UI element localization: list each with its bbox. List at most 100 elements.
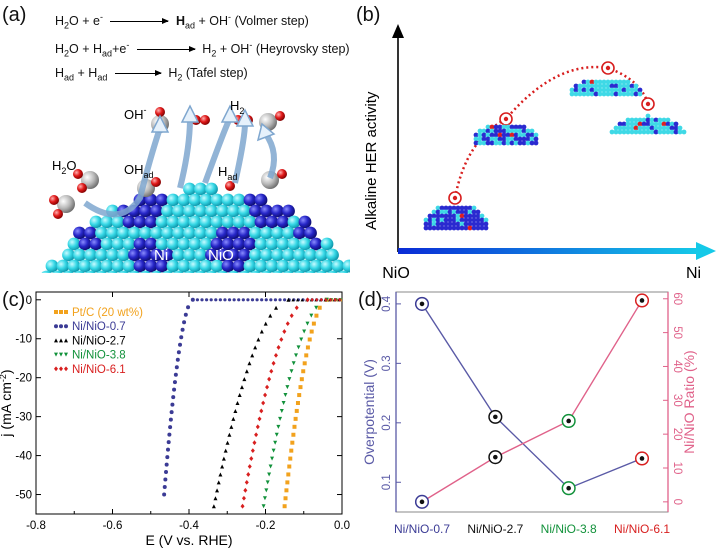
cluster-atom [463,221,469,227]
data-point [164,462,169,467]
x-tick-label: -0.6 [103,520,123,532]
cluster-atom [645,129,651,135]
cluster-atom [475,209,481,215]
cluster-atom [605,91,611,97]
cluster-atom [621,83,627,89]
nio-atom [243,193,257,207]
ni-atom [45,259,59,273]
data-point [283,298,287,302]
cluster-atom [451,205,457,211]
activity-point-center [503,116,509,122]
data-point [294,408,299,413]
legend-entry: Ni/NiO-3.8 [54,350,126,362]
data-point [276,345,281,350]
nio-atom [243,237,257,251]
cluster-atom [451,209,457,215]
data-point [54,338,58,343]
cluster-atom [661,129,667,135]
data-point [176,350,181,355]
ni-atom [210,259,224,273]
reaction-arrow [136,46,196,53]
ni-atom [56,259,70,273]
data-point [250,353,255,358]
cluster-atom [423,225,429,231]
data-point [294,305,299,311]
point-center [419,499,425,505]
cluster-atom [493,128,499,134]
cluster-atom [533,140,539,146]
y-tick-label: -10 [15,334,32,346]
data-point [260,298,264,302]
cluster-atom [617,91,623,97]
cluster-atom [665,129,671,135]
data-point [241,495,246,501]
data-point [265,384,270,390]
activity-point-center [605,65,611,71]
oxygen-atom [261,171,279,189]
cluster-atom [581,87,587,93]
cluster-atom [467,225,473,231]
cluster-atom [657,125,663,131]
ni-atom [238,204,251,218]
data-point [299,337,304,342]
cluster-atom [483,225,489,231]
data-point [223,298,227,302]
data-point [269,368,274,374]
panel-c-label: (c) [2,289,26,311]
data-point [282,329,287,334]
ni-atom [194,248,207,262]
cluster-atom [447,217,453,223]
ni-atom [349,272,350,273]
cluster-atom [463,209,469,215]
cluster-atom [601,83,607,89]
data-point [239,385,244,390]
point-center [493,454,498,460]
cluster-atom [497,124,503,130]
cluster-atom [585,83,591,89]
cluster-atom [481,136,487,142]
cluster-atom [479,221,485,227]
cluster-atom [489,124,495,130]
reaction-arrow [114,70,162,77]
cluster-atom [645,121,651,127]
cluster-atom [649,129,655,135]
ni-atom [155,215,169,229]
nio-atom [298,215,312,229]
cluster-atom [597,83,603,89]
data-point [64,366,68,372]
cluster-atom [637,129,643,135]
data-point [162,492,167,497]
ni-atom [194,182,207,196]
ni-atom [276,237,290,251]
ni-atom [177,237,191,251]
cluster-atom [493,136,499,142]
data-point [186,305,191,310]
cluster-atom [657,117,663,123]
nio-atom [144,237,158,251]
cluster-atom [443,225,449,231]
cluster-atom [483,221,489,227]
cluster-atom [529,128,535,134]
ni-atom [117,226,130,240]
nio-atom [89,237,103,251]
process-arrowheads [150,104,276,142]
ni-atom [63,270,74,273]
data-point [247,464,252,469]
cluster-atom [509,128,515,134]
ni-atom [183,204,196,218]
cluster-atom [637,117,643,123]
cluster-atom [645,125,651,131]
data-point [166,440,171,445]
cluster-atom [597,91,603,97]
cluster-atom [489,128,495,134]
cluster-atom [593,83,599,89]
data-point [250,298,255,302]
nio-atom [73,226,86,240]
ni-atom [161,226,174,240]
data-point [305,345,310,350]
data-point [171,395,176,400]
data-point [289,369,294,374]
ni-atom [95,248,108,262]
cluster-atom [601,87,607,93]
cluster-atom [467,209,473,215]
